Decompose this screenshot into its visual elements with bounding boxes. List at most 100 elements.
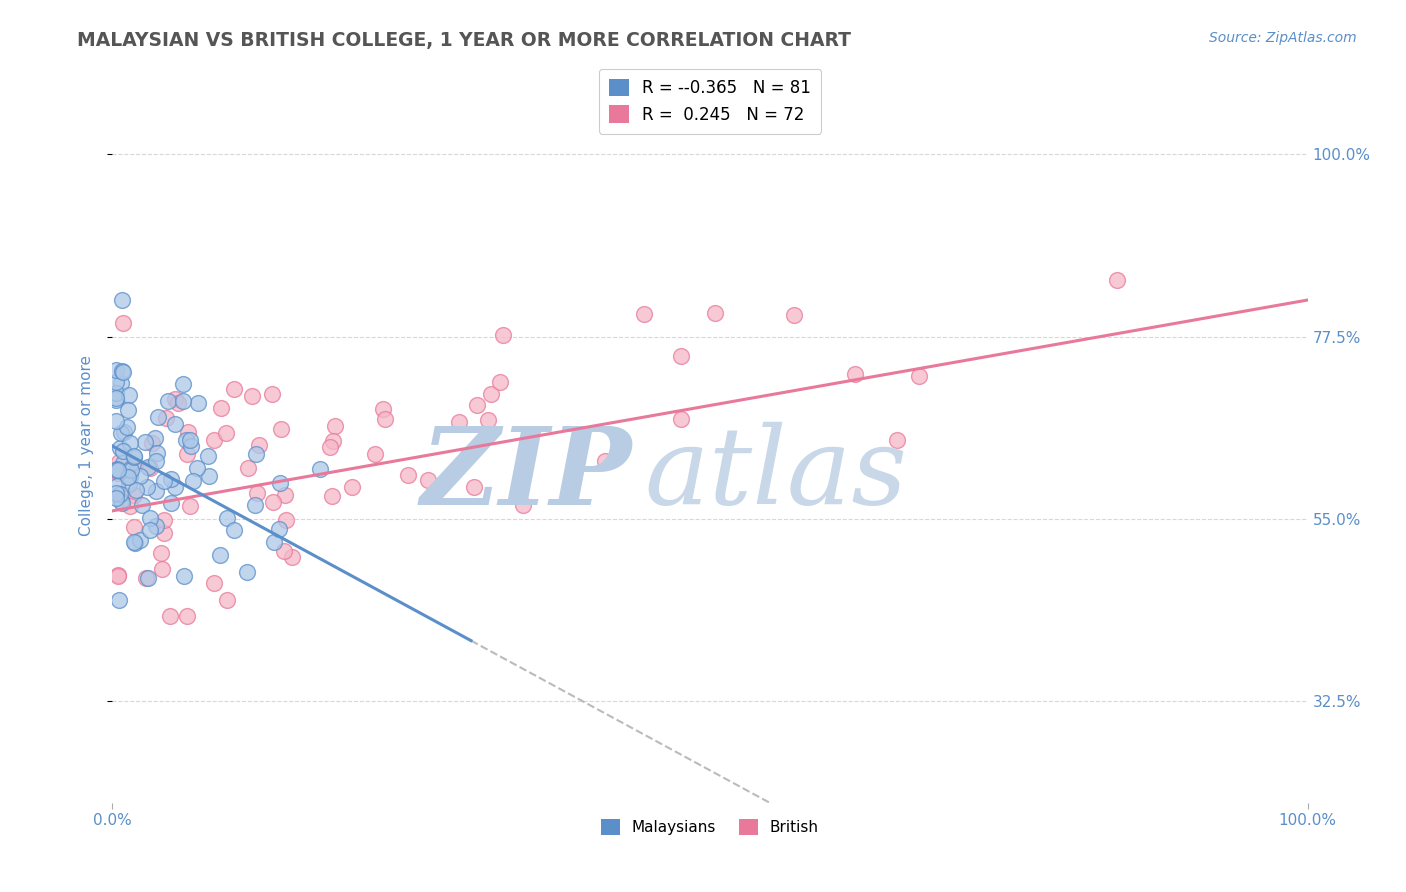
Point (107, 567, 129, 582)
Point (342, 480, 364, 494)
Point (512, 498, 534, 512)
Point (124, 534, 146, 549)
Point (186, 461, 208, 475)
Point (110, 376, 132, 390)
Point (150, 562, 173, 576)
Point (245, 486, 267, 500)
Point (152, 513, 174, 527)
Point (276, 513, 298, 527)
Point (396, 468, 419, 483)
Point (156, 393, 179, 408)
Point (167, 396, 190, 410)
Point (172, 393, 194, 408)
Point (124, 488, 146, 502)
Point (1107, 273, 1129, 287)
Point (118, 388, 141, 402)
Point (180, 439, 202, 453)
Point (160, 472, 183, 486)
Point (270, 421, 292, 435)
Point (117, 403, 139, 417)
Point (179, 433, 201, 447)
Point (783, 308, 806, 322)
Point (139, 523, 162, 537)
Point (197, 469, 219, 483)
Point (319, 440, 342, 454)
Point (146, 409, 169, 424)
Point (159, 609, 181, 624)
Point (120, 435, 142, 450)
Point (197, 449, 219, 463)
Point (136, 480, 159, 494)
Point (418, 473, 440, 487)
Point (105, 363, 128, 377)
Point (263, 535, 285, 549)
Point (308, 461, 330, 475)
Point (105, 462, 128, 476)
Legend: Malaysians, British: Malaysians, British (595, 814, 825, 841)
Point (373, 401, 395, 416)
Point (886, 433, 908, 447)
Point (243, 499, 266, 513)
Point (177, 425, 200, 439)
Point (269, 475, 291, 490)
Point (128, 533, 150, 547)
Point (111, 364, 134, 378)
Point (202, 433, 225, 447)
Point (125, 483, 148, 497)
Point (136, 571, 159, 585)
Point (112, 456, 135, 470)
Point (844, 367, 866, 381)
Point (105, 393, 128, 408)
Point (181, 474, 204, 488)
Point (217, 511, 239, 525)
Point (131, 498, 153, 512)
Point (240, 389, 263, 403)
Point (105, 463, 128, 477)
Point (463, 480, 485, 494)
Point (118, 470, 141, 484)
Point (117, 470, 139, 484)
Point (118, 499, 141, 513)
Point (105, 391, 128, 405)
Point (215, 425, 238, 440)
Point (122, 450, 145, 464)
Point (262, 495, 284, 509)
Point (112, 365, 135, 379)
Point (108, 442, 131, 456)
Point (105, 414, 128, 428)
Point (111, 443, 134, 458)
Point (107, 592, 129, 607)
Point (107, 462, 129, 476)
Point (141, 436, 163, 450)
Point (173, 569, 195, 583)
Text: ZIP: ZIP (420, 422, 633, 527)
Point (209, 548, 232, 562)
Point (236, 461, 259, 475)
Point (176, 447, 198, 461)
Point (273, 544, 295, 558)
Point (477, 413, 499, 427)
Point (136, 459, 159, 474)
Point (165, 480, 187, 494)
Point (155, 411, 177, 425)
Point (139, 511, 162, 525)
Point (364, 447, 387, 461)
Point (465, 398, 488, 412)
Point (105, 478, 128, 492)
Point (105, 491, 128, 505)
Point (163, 417, 186, 431)
Point (135, 572, 157, 586)
Point (152, 526, 174, 541)
Point (145, 454, 167, 468)
Point (107, 568, 129, 582)
Point (110, 425, 132, 440)
Point (281, 549, 304, 564)
Point (108, 455, 131, 469)
Point (204, 576, 226, 591)
Point (105, 385, 128, 400)
Point (633, 307, 655, 321)
Point (108, 486, 131, 500)
Point (321, 489, 343, 503)
Point (111, 487, 134, 501)
Point (209, 401, 232, 416)
